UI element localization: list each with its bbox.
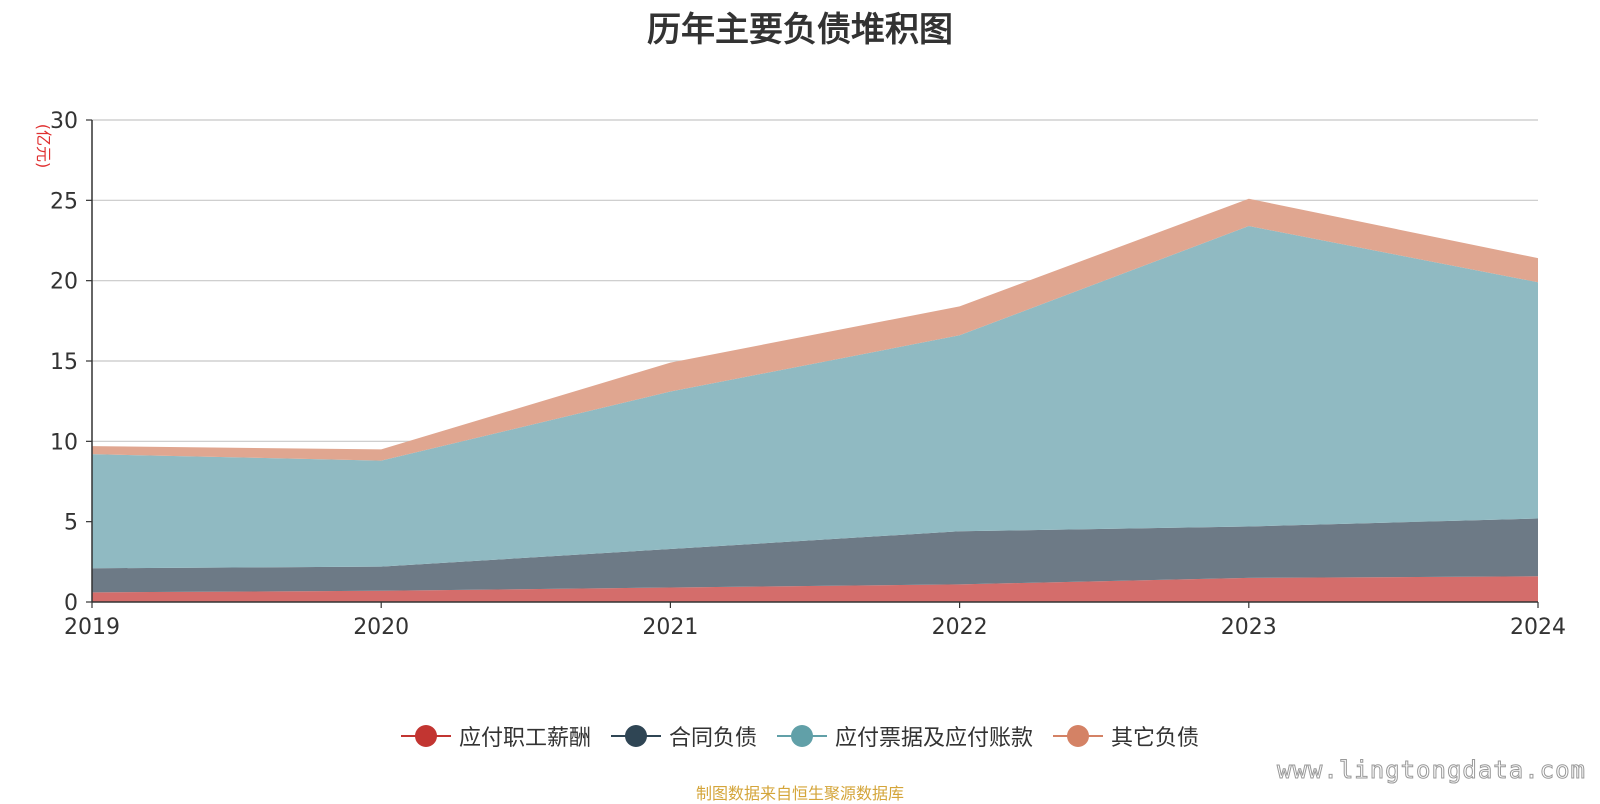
y-tick-label: 25 <box>50 189 78 214</box>
legend-marker-icon <box>777 724 827 748</box>
legend-label: 合同负债 <box>668 726 757 751</box>
watermark-text: www.lingtongdata.com <box>1277 756 1586 785</box>
legend-marker-icon <box>610 724 661 748</box>
y-tick-label: 15 <box>50 350 78 375</box>
area-series-1 <box>92 518 1538 593</box>
data-source-note: 制图数据来自恒生聚源数据库 <box>695 784 904 803</box>
y-axis-unit-label: (亿元) <box>34 124 53 169</box>
legend-label: 其它负债 <box>1111 726 1200 751</box>
area-series-2 <box>92 226 1538 569</box>
legend-marker-icon <box>1053 724 1104 748</box>
area-series-0 <box>92 576 1538 602</box>
legend-item-1[interactable]: 合同负债 <box>610 720 757 752</box>
y-tick-label: 10 <box>50 430 78 455</box>
y-tick-label: 5 <box>64 511 78 536</box>
legend-marker-icon <box>400 724 451 748</box>
x-tick-label: 2021 <box>642 615 698 640</box>
legend-item-0[interactable]: 应付职工薪酬 <box>400 720 591 752</box>
y-tick-label: 30 <box>50 109 78 134</box>
legend-label: 应付票据及应付账款 <box>835 726 1034 751</box>
x-tick-label: 2024 <box>1510 615 1566 640</box>
x-tick-label: 2019 <box>64 615 120 640</box>
y-tick-label: 0 <box>64 591 78 616</box>
x-tick-label: 2020 <box>353 615 409 640</box>
chart-title: 历年主要负债堆积图 <box>647 10 953 50</box>
x-tick-labels: 2019 2020 2021 2022 2023 2024 <box>64 602 1566 640</box>
x-tick-label: 2023 <box>1221 615 1277 640</box>
legend: 应付职工薪酬 合同负债 应付票据及应付账款 其它负债 <box>0 718 1600 754</box>
legend-item-3[interactable]: 其它负债 <box>1053 720 1199 752</box>
y-tick-label: 20 <box>50 270 78 295</box>
legend-item-2[interactable]: 应付票据及应付账款 <box>777 720 1033 752</box>
x-tick-label: 2022 <box>932 615 988 640</box>
area-series <box>92 198 1538 602</box>
legend-label: 应付职工薪酬 <box>458 726 591 751</box>
y-tick-labels: 0 5 10 15 20 25 30 <box>50 109 92 616</box>
